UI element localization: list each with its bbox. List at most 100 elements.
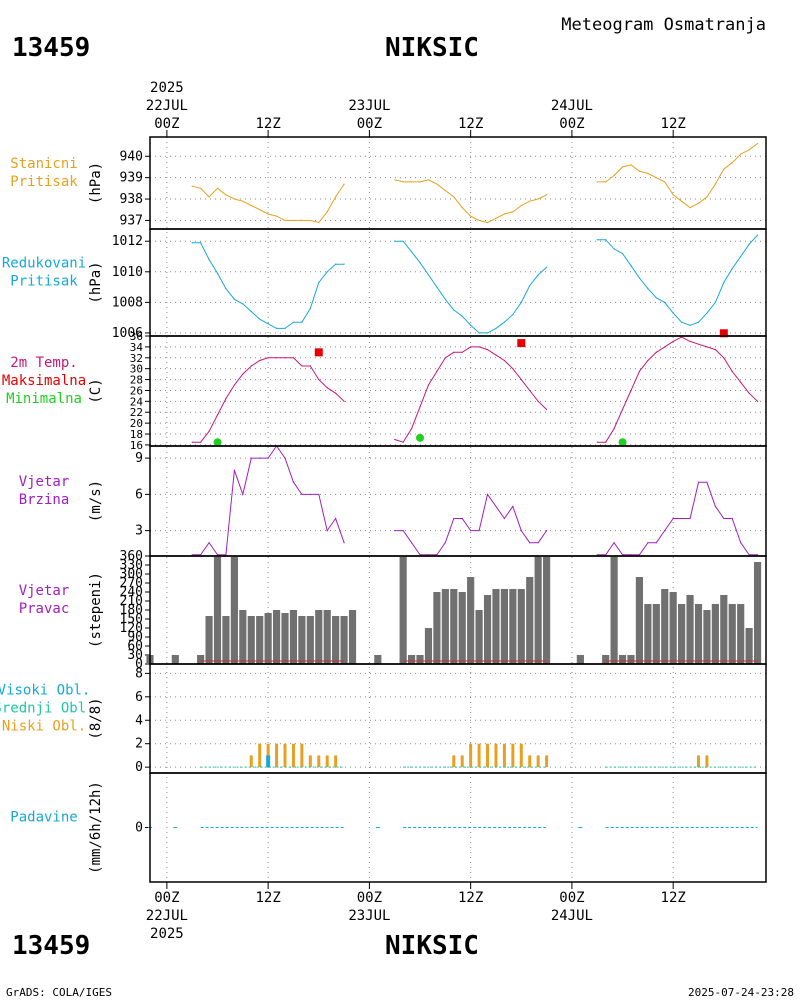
panel-2-series-line-3	[597, 234, 758, 326]
panel-2-data-point	[647, 288, 649, 290]
panel-1-data-point	[453, 196, 455, 198]
panel-1-data-point	[242, 200, 244, 202]
panel-1-data-point	[335, 196, 337, 198]
y-tick-label: 270	[120, 576, 143, 591]
panel-4-data-point	[748, 554, 750, 556]
wind-direction-bar	[509, 589, 517, 664]
y-tick-label: 60	[127, 639, 143, 654]
wind-direction-bar	[686, 595, 694, 664]
panel-3-data-point	[301, 365, 303, 367]
wind-direction-bar	[416, 655, 424, 664]
panel-2-data-point	[419, 262, 421, 264]
panel-2-data-point	[605, 239, 607, 241]
y-tick-label: 34	[130, 341, 144, 354]
wind-direction-bar	[720, 595, 728, 664]
wind-direction-bar	[340, 616, 348, 664]
y-tick-label: 6	[135, 690, 143, 705]
panel-2-data-point	[546, 266, 548, 268]
panel-2-data-point	[486, 332, 489, 334]
panel-4-data-point	[259, 457, 261, 459]
y-tick-label: 2	[135, 737, 143, 752]
wind-direction-bar	[492, 589, 500, 664]
panel-4-data-point	[723, 517, 725, 520]
panel-2-data-point	[216, 272, 219, 274]
panel-3-data-point	[335, 392, 337, 394]
y-tick-label: 940	[120, 149, 143, 164]
panel-1-series-line-1	[192, 183, 345, 224]
panel-4-data-point	[309, 493, 311, 495]
panel-2-data-point	[309, 307, 311, 310]
panel-1-data-point	[470, 215, 472, 217]
panel-1-data-point	[621, 166, 624, 168]
wind-direction-bar	[239, 610, 247, 664]
y-tick-label: 0	[135, 657, 143, 672]
y-tick-label: 938	[120, 192, 143, 207]
panel-3-data-point	[546, 408, 548, 411]
panel-2-data-point	[301, 321, 303, 323]
panel-1-data-point	[394, 179, 396, 181]
panel-4-data-point	[512, 505, 514, 508]
low-cloud-bar	[325, 755, 329, 768]
panel-4-data-point	[343, 542, 345, 544]
low-cloud-bar	[308, 755, 312, 768]
panel-2-data-point	[292, 321, 295, 323]
y-axis-label: (hPa)	[88, 261, 104, 303]
panel-2-data-point	[394, 240, 396, 242]
wind-direction-bar	[526, 577, 534, 664]
panel-2-data-point	[630, 265, 632, 267]
y-tick-label: 937	[120, 213, 143, 228]
y-tick-label: 300	[120, 567, 143, 582]
panel-3-data-point	[706, 346, 708, 348]
panel-1-data-point	[714, 183, 716, 185]
panel-4-data-point	[503, 517, 506, 520]
wind-direction-bar	[711, 604, 719, 664]
panel-1-data-point	[706, 196, 708, 198]
panel-4-data-point	[596, 554, 598, 556]
y-tick-label: 18	[130, 428, 143, 441]
panel-4-data-point	[208, 542, 210, 544]
panel-1-data-point	[309, 219, 311, 222]
panel-3-data-point	[512, 368, 514, 370]
wind-direction-bar	[374, 655, 382, 664]
panel-1-data-point	[503, 213, 506, 215]
y-axis-label: (mm/6h/12h)	[88, 781, 104, 874]
wind-direction-bar	[323, 610, 331, 664]
panel-3-data-point	[503, 359, 506, 362]
panel-2-data-point	[638, 277, 641, 279]
panel-1-data-point	[537, 198, 539, 200]
panel-2-data-point	[672, 312, 674, 314]
panel-4-data-point	[529, 542, 531, 544]
tmin-marker	[213, 438, 222, 447]
panel-2-data-point	[267, 323, 269, 325]
y-tick-label: 16	[130, 439, 143, 452]
panel-title: 2m Temp.	[10, 355, 77, 371]
panel-3-data-point	[470, 346, 472, 348]
low-cloud-bar	[258, 743, 262, 768]
panel-4-series-line-3	[597, 481, 758, 556]
panel-1-data-point	[250, 204, 252, 207]
panel-4-data-point	[638, 554, 641, 556]
time-label-top: 00Z	[559, 116, 584, 132]
panel-2-data-point	[512, 314, 514, 316]
wind-direction-bar	[753, 562, 762, 664]
panel-4-data-point	[242, 493, 244, 495]
panel-2-data-point	[200, 242, 202, 244]
panel-3-data-point	[486, 349, 489, 351]
panel-3-data-point	[191, 441, 193, 443]
panel-2-data-point	[225, 288, 227, 290]
wind-direction-bar	[703, 610, 711, 664]
high-cloud-bar	[266, 755, 271, 768]
panel-1-data-point	[292, 219, 295, 222]
panel-3-data-point	[647, 359, 649, 362]
panel-3-data-point	[250, 365, 252, 367]
panel-1-data-point	[275, 215, 278, 217]
y-tick-label: 939	[120, 171, 143, 186]
panel-2-data-point	[410, 251, 413, 253]
wind-direction-bar	[618, 655, 627, 664]
panel-4-data-point	[200, 554, 202, 556]
panel-3-data-point	[740, 381, 742, 383]
y-axis-label: (m/s)	[88, 480, 104, 522]
panel-4-data-point	[233, 469, 235, 471]
tmin-marker	[618, 438, 627, 447]
